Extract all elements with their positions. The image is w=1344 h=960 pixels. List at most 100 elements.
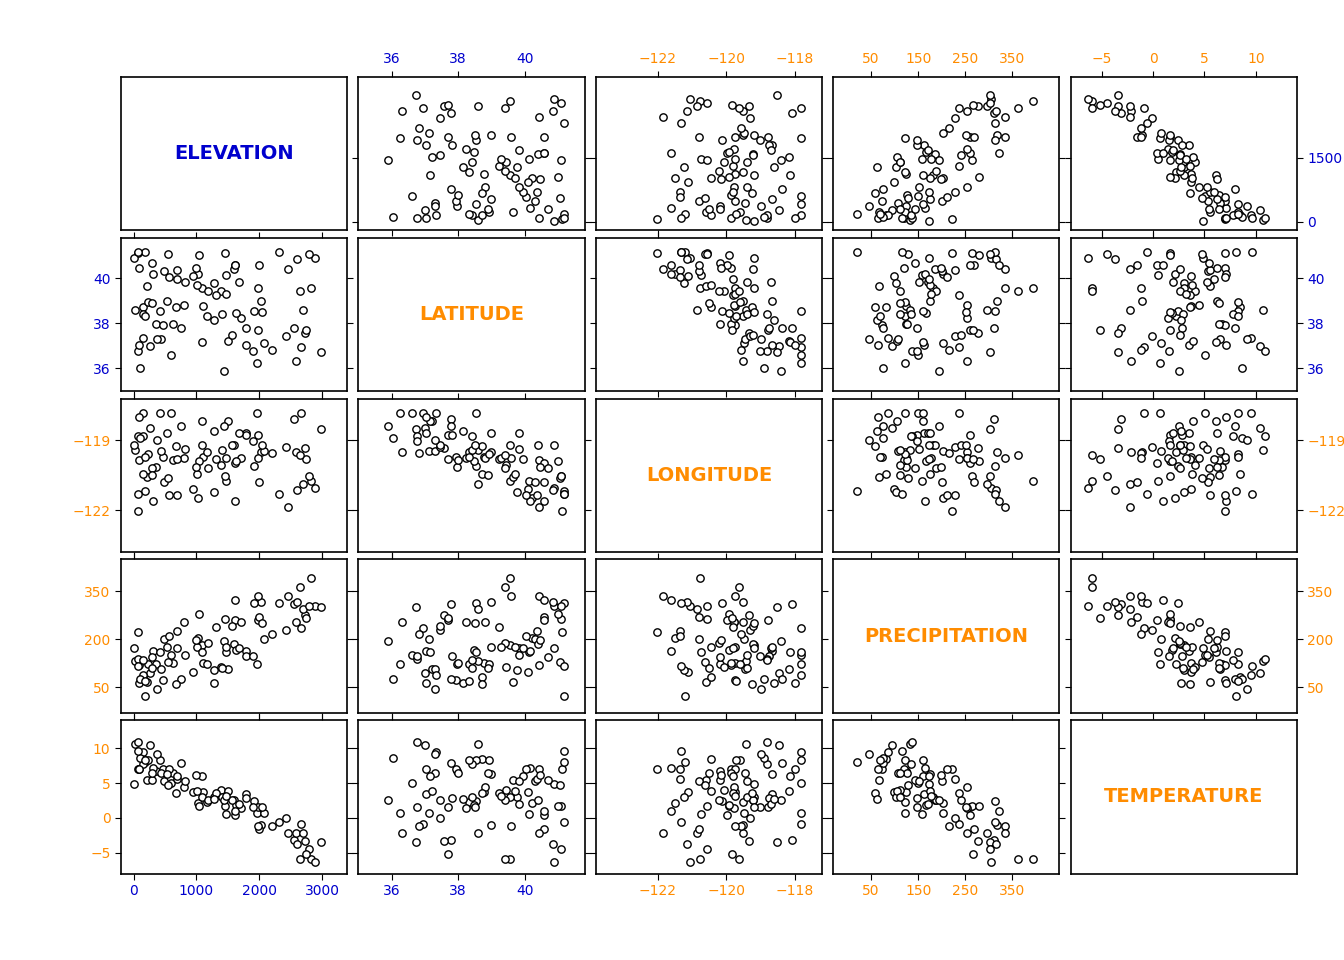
Point [732, 164, 754, 180]
Point [878, 330, 899, 346]
Point [724, 788, 746, 804]
Point [968, 248, 989, 263]
Point [543, 91, 564, 107]
Point [500, 588, 521, 604]
Point [550, 95, 571, 110]
Point [1227, 657, 1249, 672]
Point [956, 180, 977, 195]
Point [242, 433, 263, 448]
Point [1081, 570, 1102, 586]
Point [1198, 650, 1219, 665]
Point [499, 167, 520, 182]
Point [882, 339, 903, 354]
Point [1179, 451, 1200, 467]
Point [892, 210, 914, 226]
Point [211, 660, 233, 675]
Point [961, 153, 982, 168]
Point [857, 747, 879, 762]
Point [913, 303, 934, 319]
Point [938, 120, 960, 135]
Point [294, 833, 316, 849]
Point [894, 446, 915, 462]
Point [688, 773, 710, 788]
Point [1078, 598, 1099, 613]
Point [504, 467, 526, 482]
Point [472, 751, 493, 766]
Point [251, 437, 273, 452]
Point [129, 751, 151, 766]
Point [235, 427, 257, 443]
Point [462, 756, 484, 771]
Point [145, 331, 167, 347]
Point [719, 248, 741, 263]
Point [128, 428, 149, 444]
Point [1172, 442, 1193, 457]
Point [909, 180, 930, 195]
Point [734, 125, 755, 140]
Point [968, 454, 989, 469]
Point [430, 438, 452, 453]
Point [661, 760, 683, 776]
Point [720, 761, 742, 777]
Point [382, 209, 403, 225]
Point [935, 190, 957, 205]
Point [472, 207, 493, 223]
Point [899, 302, 921, 318]
Point [235, 425, 257, 441]
Point [310, 834, 332, 850]
Point [931, 125, 953, 140]
Point [738, 98, 759, 113]
Point [737, 790, 758, 805]
Point [134, 688, 156, 704]
Point [743, 614, 765, 630]
Point [676, 594, 698, 610]
Point [489, 785, 511, 801]
Point [198, 284, 219, 300]
Point [433, 833, 454, 849]
Point [1184, 155, 1206, 170]
Point [913, 405, 934, 420]
Point [790, 816, 812, 831]
Point [749, 649, 770, 664]
Point [465, 196, 487, 211]
Point [527, 772, 548, 787]
Point [543, 483, 564, 498]
Point [1195, 188, 1216, 204]
Point [508, 647, 530, 662]
Point [293, 476, 314, 492]
Point [1224, 181, 1246, 197]
Point [512, 769, 534, 784]
Point [262, 445, 284, 461]
Point [905, 255, 926, 271]
Point [524, 773, 546, 788]
Point [915, 454, 937, 469]
Point [222, 327, 243, 343]
Point [124, 251, 145, 266]
Point [296, 611, 317, 626]
Point [462, 798, 484, 813]
Point [984, 105, 1005, 120]
Point [673, 789, 695, 804]
Point [962, 847, 984, 862]
Point [304, 598, 325, 613]
Point [547, 799, 569, 814]
Point [1089, 97, 1110, 112]
Point [695, 772, 716, 787]
Point [249, 474, 270, 490]
Point [1168, 153, 1189, 168]
Point [524, 474, 546, 490]
Point [931, 773, 953, 788]
Point [277, 261, 298, 276]
Point [938, 819, 960, 834]
Point [419, 768, 441, 783]
Point [1215, 337, 1236, 352]
Point [1169, 438, 1191, 453]
Point [465, 405, 487, 420]
Point [224, 804, 246, 819]
Point [696, 841, 718, 856]
Point [895, 764, 917, 780]
Point [914, 786, 935, 802]
Point [887, 331, 909, 347]
Point [1215, 643, 1236, 659]
Point [425, 765, 446, 780]
